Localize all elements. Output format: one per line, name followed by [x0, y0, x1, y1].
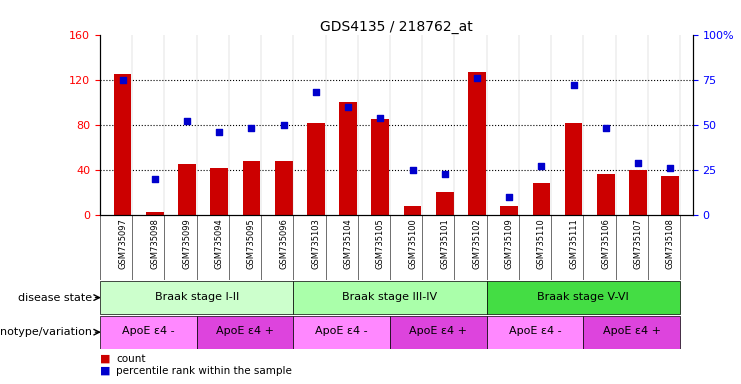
Bar	[275, 161, 293, 215]
Text: GSM735104: GSM735104	[344, 218, 353, 269]
Bar	[533, 184, 551, 215]
Text: ApoE ε4 -: ApoE ε4 -	[122, 326, 175, 336]
Point	[503, 194, 515, 200]
Text: disease state: disease state	[19, 293, 93, 303]
Bar	[307, 122, 325, 215]
Text: ApoE ε4 +: ApoE ε4 +	[216, 326, 274, 336]
Text: count: count	[116, 354, 146, 364]
Point	[600, 125, 612, 131]
Point	[407, 167, 419, 173]
Point	[245, 125, 257, 131]
Bar	[390, 316, 487, 349]
Text: ApoE ε4 +: ApoE ε4 +	[409, 326, 468, 336]
Bar	[629, 170, 647, 215]
Text: GSM735110: GSM735110	[537, 218, 546, 269]
Point	[278, 122, 290, 128]
Bar	[487, 316, 583, 349]
Bar	[565, 122, 582, 215]
Text: ApoE ε4 -: ApoE ε4 -	[316, 326, 368, 336]
Bar	[371, 119, 389, 215]
Text: GSM735111: GSM735111	[569, 218, 578, 269]
Point	[116, 77, 128, 83]
Point	[536, 163, 548, 169]
Point	[342, 104, 354, 110]
Point	[632, 160, 644, 166]
Text: Braak stage III-IV: Braak stage III-IV	[342, 292, 437, 302]
Text: GSM735096: GSM735096	[279, 218, 288, 269]
Bar	[597, 174, 615, 215]
Text: percentile rank within the sample: percentile rank within the sample	[116, 366, 292, 376]
Bar	[293, 281, 487, 314]
Bar	[100, 316, 196, 349]
Point	[213, 129, 225, 135]
Point	[439, 170, 451, 177]
Bar	[146, 212, 164, 215]
Text: GSM735102: GSM735102	[473, 218, 482, 269]
Text: GSM735094: GSM735094	[215, 218, 224, 269]
Text: GSM735107: GSM735107	[634, 218, 642, 269]
Text: GSM735101: GSM735101	[440, 218, 449, 269]
Text: GSM735095: GSM735095	[247, 218, 256, 269]
Bar	[583, 316, 680, 349]
Point	[568, 82, 579, 88]
Text: GSM735097: GSM735097	[118, 218, 127, 269]
Bar	[468, 72, 486, 215]
Text: GSM735106: GSM735106	[602, 218, 611, 269]
Point	[310, 89, 322, 95]
Text: GSM735103: GSM735103	[311, 218, 320, 269]
Bar	[293, 316, 390, 349]
Bar	[662, 175, 679, 215]
Text: Braak stage I-II: Braak stage I-II	[155, 292, 239, 302]
Bar	[436, 192, 453, 215]
Text: ■: ■	[100, 366, 110, 376]
Text: GSM735099: GSM735099	[182, 218, 191, 269]
Text: ■: ■	[100, 354, 110, 364]
Text: genotype/variation: genotype/variation	[0, 327, 93, 337]
Text: GSM735108: GSM735108	[665, 218, 675, 269]
Text: ApoE ε4 -: ApoE ε4 -	[508, 326, 561, 336]
Bar	[210, 168, 228, 215]
Text: GSM735100: GSM735100	[408, 218, 417, 269]
Bar	[178, 164, 196, 215]
Bar	[196, 316, 293, 349]
Text: Braak stage V-VI: Braak stage V-VI	[537, 292, 629, 302]
Text: GSM735109: GSM735109	[505, 218, 514, 269]
Bar	[500, 206, 518, 215]
Bar	[100, 281, 293, 314]
Point	[149, 176, 161, 182]
Bar	[113, 74, 131, 215]
Text: GSM735098: GSM735098	[150, 218, 159, 269]
Text: GSM735105: GSM735105	[376, 218, 385, 269]
Point	[471, 75, 483, 81]
Text: ApoE ε4 +: ApoE ε4 +	[602, 326, 661, 336]
Point	[374, 114, 386, 121]
Point	[181, 118, 193, 124]
Bar	[339, 102, 357, 215]
Bar	[487, 281, 680, 314]
Title: GDS4135 / 218762_at: GDS4135 / 218762_at	[320, 20, 473, 33]
Point	[665, 165, 677, 171]
Bar	[242, 161, 260, 215]
Bar	[404, 206, 422, 215]
